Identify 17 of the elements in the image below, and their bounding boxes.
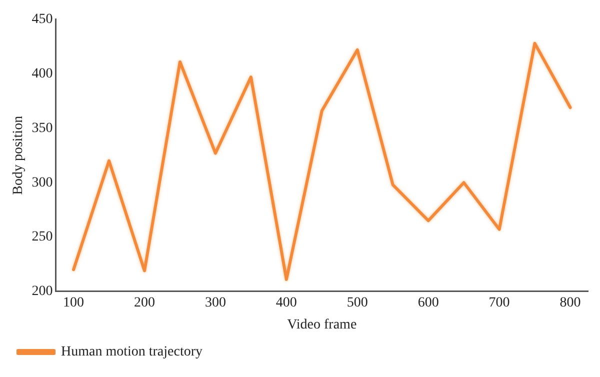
y-tick-label: 400 bbox=[32, 66, 53, 82]
x-tick-label: 300 bbox=[204, 295, 226, 310]
y-tick-label: 450 bbox=[32, 12, 53, 28]
legend-label: Human motion trajectory bbox=[61, 344, 203, 360]
y-tick-label: 300 bbox=[32, 175, 53, 190]
x-axis-title: Video frame bbox=[287, 317, 357, 332]
x-tick-label: 800 bbox=[560, 295, 581, 310]
y-axis-title: Body position bbox=[11, 116, 26, 195]
y-tick-label: 350 bbox=[32, 120, 53, 136]
x-tick-label: 700 bbox=[488, 295, 510, 310]
x-tick-label: 500 bbox=[346, 295, 368, 310]
y-tick-label: 200 bbox=[32, 284, 53, 300]
x-tick-label: 400 bbox=[276, 295, 297, 310]
y-tick-label: 250 bbox=[32, 230, 53, 245]
x-tick-label: 200 bbox=[134, 295, 155, 310]
x-tick-label: 600 bbox=[418, 295, 439, 310]
x-tick-label: 100 bbox=[63, 295, 84, 310]
